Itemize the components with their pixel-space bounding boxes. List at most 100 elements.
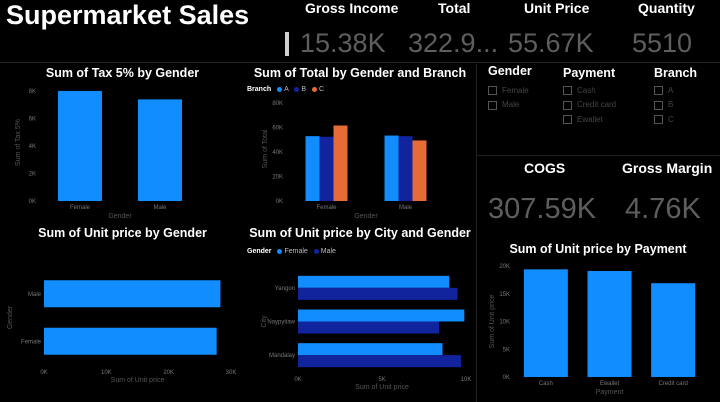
bar[interactable] [333, 125, 348, 201]
bar[interactable] [298, 343, 443, 356]
chart-unitgender-title: Sum of Unit price by Gender [38, 226, 207, 240]
legend-swatch [277, 248, 283, 254]
x-axis-label: Sum of Unit price [111, 377, 165, 384]
legend-item[interactable]: A [284, 86, 289, 93]
y-tick-label: Naypyitaw [267, 320, 295, 326]
y-tick-label: 6K [29, 116, 36, 122]
bar[interactable] [412, 140, 427, 201]
bar[interactable] [298, 287, 458, 300]
checkbox-icon[interactable] [563, 115, 572, 125]
header-divider [0, 62, 720, 63]
kpi-cogs-value: 307.59K [488, 193, 597, 225]
chart-unitprice-by-city-gender[interactable]: 0K 5K 10K Yangon Naypyitaw Mandalay Sum of Uni… [245, 257, 475, 402]
y-axis-label: Sum of Total [262, 129, 269, 168]
bar[interactable] [298, 321, 440, 334]
bar[interactable] [398, 136, 413, 201]
right-column-divider [476, 64, 477, 402]
y-tick-label: Male [28, 292, 42, 298]
bar[interactable] [587, 270, 632, 377]
bar[interactable] [319, 136, 334, 201]
y-tick-label: 20K [272, 175, 283, 181]
legend-swatch [313, 248, 319, 254]
bar[interactable] [58, 90, 102, 201]
x-axis-label: Gender [108, 213, 132, 220]
x-tick-label: 10K [101, 370, 112, 376]
bar[interactable] [298, 309, 465, 322]
chart-total-title: Sum of Total by Gender and Branch [253, 66, 467, 80]
checkbox-icon[interactable] [654, 115, 663, 125]
checkbox-icon[interactable] [488, 100, 497, 110]
bar[interactable] [523, 269, 568, 377]
slicer-option-label: Male [502, 100, 520, 110]
legend-swatch [311, 86, 317, 92]
x-axis-label: Payment [596, 389, 624, 396]
text-cursor-indicator [285, 32, 289, 56]
legend-item[interactable]: Male [320, 248, 336, 255]
chart-tax-title: Sum of Tax 5% by Gender [45, 66, 200, 80]
y-tick-label: 5K [503, 347, 510, 353]
chart-city-title: Sum of Unit price by City and Gender [249, 226, 471, 240]
x-tick-label: 0K [40, 370, 47, 376]
bar[interactable] [384, 135, 399, 201]
y-tick-label: 60K [272, 126, 283, 132]
bar[interactable] [651, 283, 696, 377]
y-tick-label: Female [21, 339, 42, 345]
chart-unitprice-by-payment[interactable]: Cash Ewallet Credit card Payment Sum of Unit… [476, 256, 720, 402]
kpi-unit-price-label: Unit Price [524, 0, 590, 16]
slicer-option[interactable]: Ewallet [563, 115, 616, 125]
page-title: Supermarket Sales [6, 0, 250, 30]
y-tick-label: 2K [29, 171, 36, 177]
slicer-gender-title: Gender [488, 64, 532, 78]
checkbox-icon[interactable] [654, 100, 663, 110]
slicer-option[interactable]: Male [488, 100, 532, 110]
x-axis-label: Gender [354, 213, 378, 220]
checkbox-icon[interactable] [563, 100, 572, 110]
legend-item[interactable]: B [301, 86, 306, 93]
legend-item[interactable]: Female [284, 248, 308, 255]
checkbox-icon[interactable] [654, 86, 663, 96]
slicer-option[interactable]: B [654, 100, 697, 110]
x-tick-label: Credit card [658, 381, 687, 387]
slicer-divider [476, 155, 720, 156]
x-tick-label: 20K [163, 370, 174, 376]
y-tick-label: 10K [499, 320, 510, 326]
kpi-cogs-label: COGS [524, 160, 566, 176]
bar[interactable] [44, 327, 217, 355]
bar[interactable] [298, 275, 450, 288]
kpi-gross-income-label: Gross Income [305, 0, 399, 16]
y-tick-label: Yangon [275, 286, 295, 292]
slicer-option-label: B [668, 100, 674, 110]
kpi-gross-margin-value: 4.76K [625, 193, 701, 225]
x-tick-label: Female [70, 205, 91, 211]
slicer-option-label: C [668, 114, 674, 124]
kpi-quantity-label: Quantity [638, 0, 695, 16]
legend-item[interactable]: C [318, 86, 325, 93]
slicer-option-label: Female [502, 86, 529, 95]
chart-total-by-gender-branch[interactable]: Female Male Gender Sum of Total 0K 20K 40K 60K 8… [245, 95, 475, 225]
y-tick-label: Mandalay [269, 353, 295, 359]
bar[interactable] [298, 355, 461, 368]
bar[interactable] [44, 280, 221, 308]
bar[interactable] [305, 136, 320, 201]
y-tick-label: 0K [503, 375, 510, 381]
slicer-option-label: Credit card [577, 100, 617, 110]
x-tick-label: 30K [226, 370, 237, 376]
x-tick-label: 10K [461, 377, 472, 383]
x-tick-label: Female [316, 205, 337, 211]
x-tick-label: 0K [294, 377, 301, 383]
slicer-option[interactable]: Cash [563, 86, 616, 96]
checkbox-icon[interactable] [488, 86, 497, 96]
slicer-option[interactable]: C [654, 114, 697, 125]
checkbox-icon[interactable] [563, 86, 572, 96]
y-tick-label: 0K [29, 199, 36, 205]
slicer-option[interactable]: A [654, 86, 697, 96]
chart-tax-by-gender[interactable]: Female Male Gender Sum of Tax 5% 0K 2K 4K 6K 8K [0, 80, 245, 225]
y-tick-label: 0K [276, 199, 283, 205]
chart-unitprice-by-gender[interactable]: 0K 10K 20K 30K Male Female Sum of Unit price Ge… [0, 240, 245, 402]
kpi-total-value: 322.9... [408, 28, 499, 58]
slicer-option[interactable]: Female [488, 86, 532, 96]
y-tick-label: 20K [499, 264, 510, 270]
x-tick-label: Cash [539, 381, 553, 387]
bar[interactable] [138, 99, 182, 201]
slicer-option[interactable]: Credit card [563, 100, 617, 110]
